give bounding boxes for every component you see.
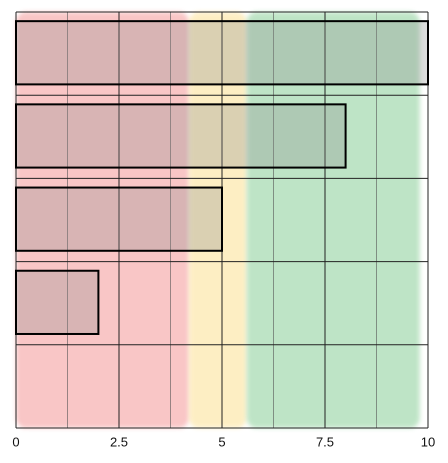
x-tick-label: 10 (421, 434, 435, 449)
x-tick-label: 0 (12, 434, 19, 449)
bar (15, 103, 347, 169)
range-band (189, 12, 247, 428)
bar (15, 186, 223, 252)
range-band (16, 12, 190, 428)
bar (15, 269, 100, 335)
x-tick-label: 5 (218, 434, 225, 449)
bar (15, 20, 429, 86)
x-tick-label: 7.5 (316, 434, 334, 449)
x-tick-label: 2.5 (110, 434, 128, 449)
